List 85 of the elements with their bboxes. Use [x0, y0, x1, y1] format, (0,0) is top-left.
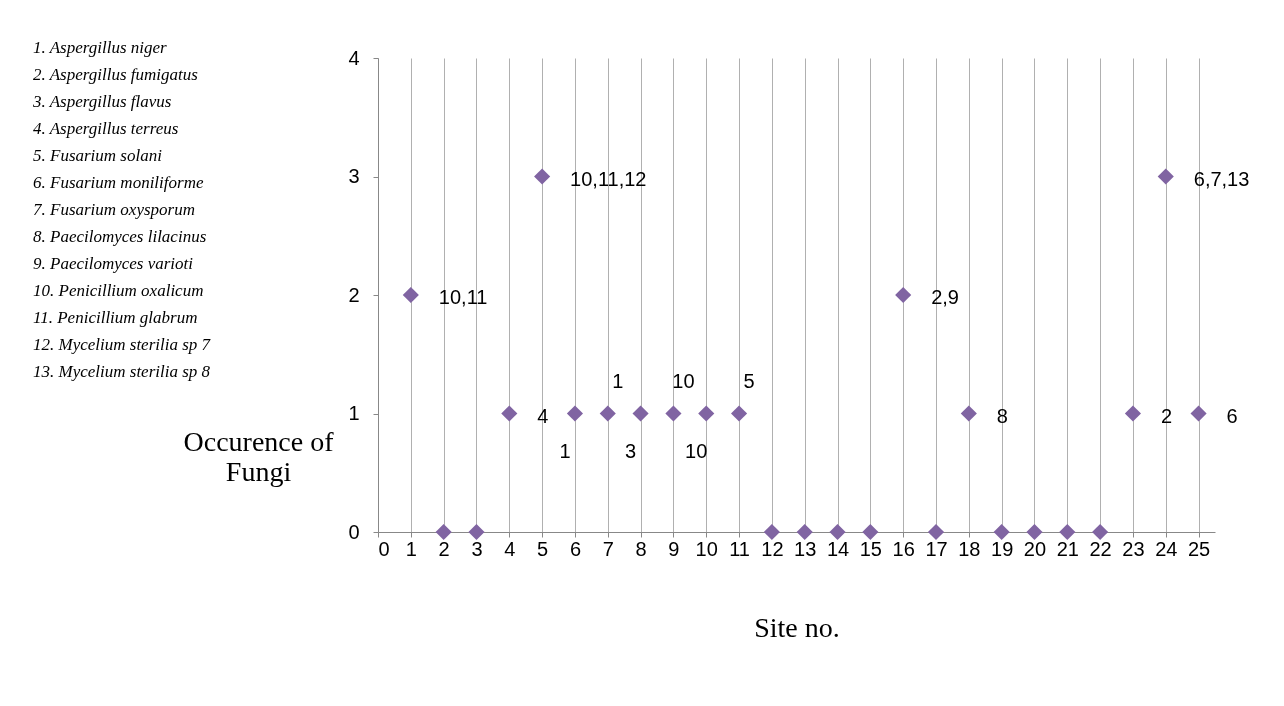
x-tick-label: 4 [504, 537, 516, 560]
x-tick-label: 22 [1089, 537, 1112, 560]
text: 1. Aspergillus niger [33, 38, 168, 57]
x-tick-label: 25 [1187, 537, 1211, 560]
x-tick-label: 16 [892, 537, 915, 560]
point [1190, 405, 1207, 422]
annotation: 8 [996, 404, 1008, 427]
y-tick-label: 4 [348, 46, 360, 69]
point [993, 523, 1010, 541]
annotation: 3 [625, 439, 637, 462]
point [862, 523, 879, 541]
point [632, 405, 649, 422]
x-tick-label: 1 [405, 537, 417, 560]
point [468, 523, 485, 541]
point [927, 523, 945, 541]
point [960, 405, 977, 422]
point [796, 523, 813, 541]
x-tick-label: 9 [668, 537, 680, 560]
point [1157, 168, 1174, 185]
x-tick-label: 21 [1056, 537, 1079, 560]
x-axis-title: Site no. [754, 611, 840, 643]
x-tick-label: 12 [761, 537, 784, 560]
x-tick-label: 17 [925, 537, 948, 560]
text: 11. Penicillium glabrum [33, 308, 198, 327]
text: 2. Aspergillus fumigatus [33, 65, 199, 84]
point [1026, 523, 1043, 541]
point [599, 405, 616, 422]
text: 5. Fusarium solani [33, 146, 163, 165]
x-tick-label: 8 [635, 537, 647, 560]
annotation: 1 [612, 369, 624, 392]
point [501, 405, 518, 422]
point [402, 286, 419, 304]
annotation: 10 [672, 369, 695, 392]
text: 9. Paecilomyces varioti [33, 254, 194, 273]
x-tick-label: 23 [1122, 537, 1145, 560]
annotation: 4 [537, 404, 549, 427]
y-tick-label: 1 [348, 402, 360, 424]
point [829, 523, 846, 541]
text: 6. Fusarium moniliforme [33, 173, 204, 192]
annotation: 6,7,13 [1193, 167, 1250, 190]
annotation: 10,11 [438, 286, 488, 308]
point [1092, 523, 1109, 541]
x-tick-label: 15 [859, 537, 882, 560]
point [698, 405, 715, 422]
x-tick-label: 6 [569, 537, 581, 560]
y-tick-label: 0 [348, 520, 360, 543]
annotation: 5 [743, 369, 755, 392]
y-tick-label: 2 [348, 283, 360, 306]
point [895, 286, 912, 304]
x-tick-label: 5 [537, 537, 549, 560]
x-tick-label: 14 [826, 537, 850, 560]
y-axis-title: Occurence of Fungi [183, 425, 335, 487]
text: 12. Mycelium sterilia sp 7 [33, 335, 212, 354]
point [435, 523, 452, 541]
text: 4. Aspergillus terreus [33, 119, 179, 138]
text: 10. Penicillium oxalicum [33, 281, 204, 300]
annotation: 6 [1226, 404, 1238, 427]
point [731, 405, 748, 422]
x-tick-label: 19 [991, 537, 1014, 560]
x-tick-label: 3 [471, 537, 483, 560]
point [566, 405, 583, 422]
annotation: 10 [685, 439, 708, 462]
x-tick-label: 11 [729, 537, 750, 560]
x-tick-label: 7 [602, 537, 614, 560]
point [1124, 405, 1141, 422]
x-tick-label: 10 [695, 537, 718, 560]
annotation: 2,9 [931, 286, 959, 308]
text: 3. Aspergillus flavus [32, 92, 172, 111]
annotation: 2 [1160, 404, 1173, 427]
text: 7. Fusarium oxysporum [33, 200, 195, 219]
point [763, 523, 780, 541]
x-tick-label: 24 [1155, 537, 1178, 560]
annotation: 10,11,12 [570, 167, 647, 190]
point [534, 168, 551, 185]
point [1059, 523, 1076, 541]
point [665, 405, 682, 422]
x-tick-label: 0 [378, 537, 390, 560]
x-tick-label: 2 [438, 537, 450, 560]
text: 8. Paecilomyces lilacinus [33, 227, 207, 246]
x-tick-label: 18 [958, 537, 981, 560]
annotation: 1 [559, 439, 571, 462]
text: 13. Mycelium sterilia sp 8 [33, 362, 211, 381]
x-tick-label: 20 [1023, 537, 1047, 560]
x-tick-label: 13 [794, 537, 817, 560]
y-tick-label: 3 [348, 165, 360, 187]
